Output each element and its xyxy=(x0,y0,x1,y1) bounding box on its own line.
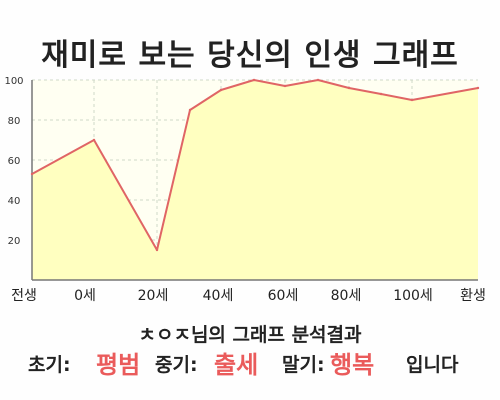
data-point-90세 xyxy=(379,92,383,96)
data-point-100세 xyxy=(410,98,414,102)
late-value: 행복 xyxy=(330,351,375,379)
late-label: 말기: xyxy=(282,354,325,376)
life-line xyxy=(31,79,479,251)
y-tick-labels: 20 40 60 80 100 xyxy=(4,76,23,247)
early-value: 평범 xyxy=(96,351,141,379)
data-point-환생 xyxy=(476,86,480,90)
x-tick-label: 100세 xyxy=(393,288,433,304)
life-chart: 20 40 60 80 100 전생 0세 20세 40세 60세 80세 100세 환생 xyxy=(4,76,486,304)
data-point-60세 xyxy=(283,84,287,88)
y-tick-label: 100 xyxy=(4,76,23,87)
data-point-30세 xyxy=(188,108,192,112)
x-tick-label: 0세 xyxy=(74,288,96,304)
life-area-fill xyxy=(32,80,478,280)
early-label: 초기: xyxy=(28,354,71,376)
x-tick-label: 60세 xyxy=(268,288,299,304)
x-tick-label: 전생 xyxy=(11,288,37,304)
data-point-20세 xyxy=(155,248,159,252)
x-tick-label: 20세 xyxy=(138,288,169,304)
axes xyxy=(31,80,478,281)
x-tick-labels: 전생 0세 20세 40세 60세 80세 100세 환생 xyxy=(11,288,486,304)
analysis-verdict: 초기: 평범 중기: 출세 말기: 행복 입니다 xyxy=(0,348,500,384)
data-point-40세 xyxy=(219,88,223,92)
x-tick-label: 40세 xyxy=(203,288,234,304)
data-point-70세 xyxy=(316,78,320,82)
analysis-heading: ㅊㅇㅈ님의 그래프 분석결과 xyxy=(138,324,362,346)
middle-label: 중기: xyxy=(155,354,198,376)
data-point-50세 xyxy=(252,78,256,82)
x-tick-label: 환생 xyxy=(460,288,486,304)
data-point-0세 xyxy=(92,138,96,142)
data-point-전생 xyxy=(30,172,34,176)
middle-value: 출세 xyxy=(214,351,259,379)
y-tick-label: 40 xyxy=(8,196,21,207)
y-tick-label: 20 xyxy=(8,236,21,247)
y-tick-label: 60 xyxy=(8,156,21,167)
verdict-ending: 입니다 xyxy=(406,354,459,376)
x-tick-label: 80세 xyxy=(331,288,362,304)
data-point-80세 xyxy=(347,86,351,90)
chart-title: 재미로 보는 당신의 인생 그래프 xyxy=(41,38,459,73)
y-tick-label: 80 xyxy=(8,116,21,127)
data-points xyxy=(30,78,480,252)
